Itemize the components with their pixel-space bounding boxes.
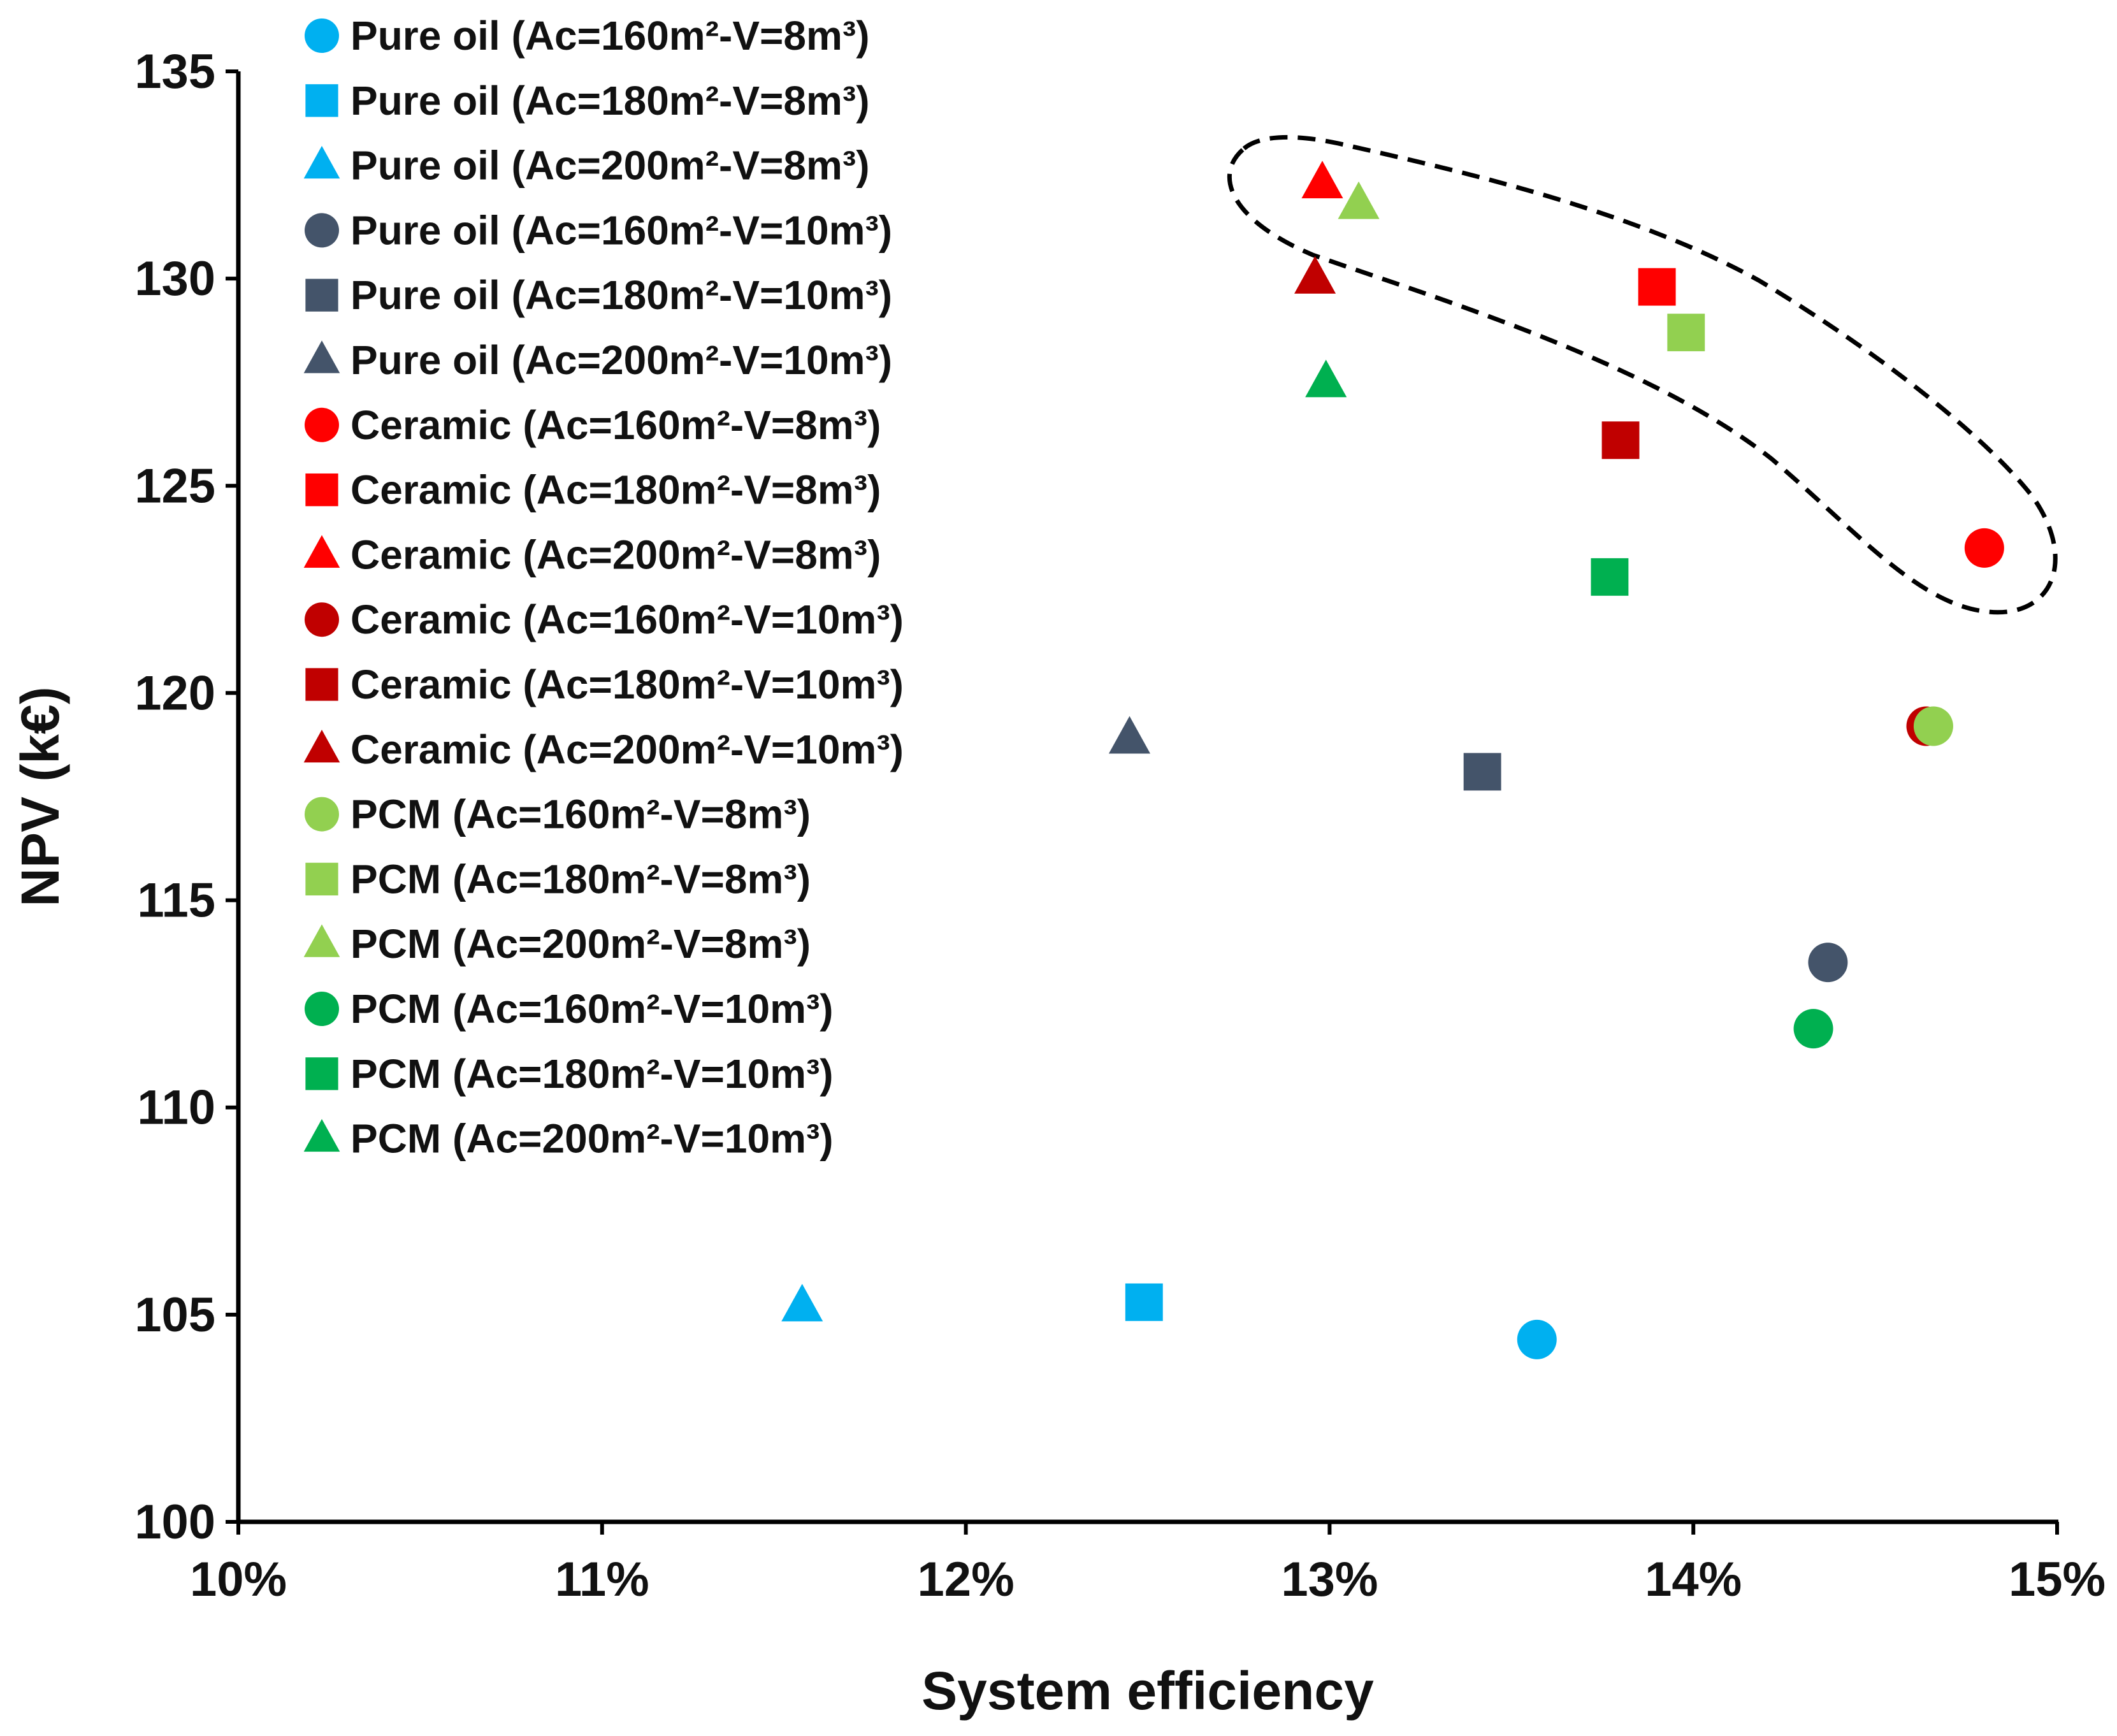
- legend-marker: [305, 1057, 338, 1090]
- data-point: [1591, 558, 1629, 596]
- data-point: [1667, 314, 1705, 352]
- legend-label: PCM (Ac=160m²-V=10m³): [350, 986, 834, 1032]
- data-point: [1808, 943, 1848, 983]
- legend-marker: [303, 924, 340, 957]
- data-point: [1601, 421, 1640, 459]
- y-tick-label: 125: [134, 459, 215, 513]
- legend-label: PCM (Ac=200m²-V=10m³): [350, 1116, 834, 1162]
- x-tick-label: 10%: [190, 1552, 287, 1607]
- x-tick-label: 11%: [555, 1552, 649, 1607]
- legend-marker: [303, 1118, 340, 1152]
- legend-label: PCM (Ac=180m²-V=10m³): [350, 1051, 834, 1097]
- legend-label: Ceramic (Ac=180m²-V=10m³): [350, 662, 904, 707]
- y-tick-label: 130: [134, 252, 215, 306]
- data-point: [1305, 359, 1347, 398]
- data-point: [1964, 528, 2004, 568]
- data-point: [1913, 706, 1953, 746]
- y-tick-label: 120: [134, 666, 215, 720]
- y-tick-label: 105: [134, 1288, 215, 1342]
- y-tick-label: 135: [134, 45, 215, 99]
- x-tick-label: 14%: [1645, 1552, 1742, 1607]
- legend-marker: [305, 84, 338, 117]
- dashed-ellipse-annotation: [1227, 134, 2058, 615]
- legend-marker: [303, 145, 340, 179]
- legend-marker: [305, 473, 338, 507]
- legend-label: Ceramic (Ac=160m²-V=8m³): [350, 402, 881, 448]
- legend-marker: [305, 602, 339, 637]
- data-point: [1463, 753, 1501, 791]
- data-points: [781, 161, 2004, 1359]
- legend-marker: [305, 18, 339, 53]
- legend-label: Pure oil (Ac=160m²-V=8m³): [350, 13, 870, 59]
- legend-label: Pure oil (Ac=180m²-V=10m³): [350, 272, 892, 318]
- legend-marker: [305, 862, 338, 896]
- data-point: [1338, 181, 1380, 219]
- data-point: [1294, 256, 1336, 294]
- y-tick-label: 115: [137, 874, 215, 928]
- legend-label: Ceramic (Ac=160m²-V=10m³): [350, 597, 904, 642]
- data-point: [1108, 716, 1151, 754]
- legend-marker: [305, 992, 339, 1026]
- legend-label: PCM (Ac=160m²-V=8m³): [350, 792, 811, 837]
- y-tick-label: 110: [137, 1081, 215, 1135]
- y-tick-label: 100: [134, 1495, 215, 1549]
- legend-marker: [305, 213, 339, 248]
- legend-label: Ceramic (Ac=200m²-V=10m³): [350, 727, 904, 772]
- axes: 100 105 110 115 120 125 130 135 10% 11% 12% 13% 14% 1…: [10, 45, 2106, 1721]
- legend-label: PCM (Ac=200m²-V=8m³): [350, 921, 811, 967]
- legend-marker: [305, 278, 338, 312]
- legend-marker: [305, 797, 339, 832]
- legend-label: Ceramic (Ac=180m²-V=8m³): [350, 467, 881, 513]
- legend-marker: [303, 535, 340, 568]
- x-axis-title: System efficiency: [921, 1661, 1374, 1721]
- data-point: [1125, 1283, 1163, 1321]
- legend-marker: [305, 668, 338, 701]
- legend-marker: [305, 407, 339, 442]
- data-point: [781, 1284, 823, 1322]
- data-point: [1793, 1009, 1833, 1049]
- legend-marker: [303, 730, 340, 763]
- legend-label: Pure oil (Ac=180m²-V=8m³): [350, 78, 870, 124]
- annotation-layer: [1227, 134, 2058, 615]
- y-axis-title: NPV (k€): [10, 686, 70, 906]
- legend-label: Ceramic (Ac=200m²-V=8m³): [350, 532, 881, 577]
- x-tick-label: 12%: [918, 1552, 1015, 1607]
- legend-label: PCM (Ac=180m²-V=8m³): [350, 856, 811, 902]
- legend-label: Pure oil (Ac=160m²-V=10m³): [350, 207, 892, 253]
- data-point: [1517, 1319, 1557, 1359]
- x-tick-label: 15%: [2009, 1552, 2106, 1607]
- legend-marker: [303, 340, 340, 373]
- x-tick-label: 13%: [1281, 1552, 1378, 1607]
- legend-label: Pure oil (Ac=200m²-V=10m³): [350, 337, 892, 383]
- data-point: [1301, 161, 1343, 199]
- legend: Pure oil (Ac=160m²-V=8m³) Pure oil (Ac=18…: [303, 13, 904, 1162]
- data-point: [1638, 268, 1676, 306]
- legend-label: Pure oil (Ac=200m²-V=8m³): [350, 143, 870, 189]
